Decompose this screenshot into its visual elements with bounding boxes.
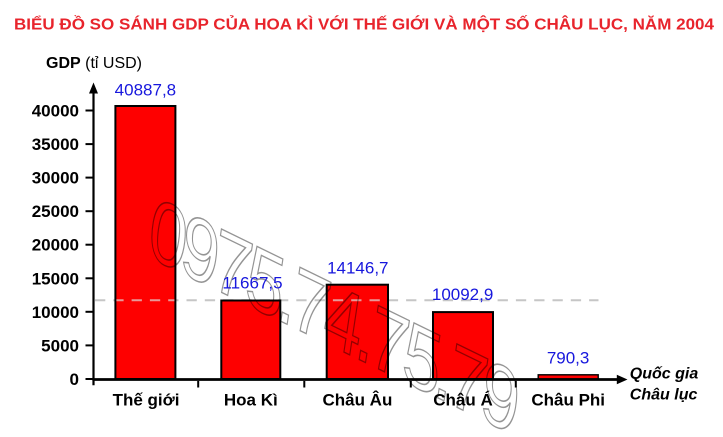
svg-text:Quốc gia: Quốc gia — [630, 366, 699, 383]
svg-text:0: 0 — [70, 370, 79, 389]
svg-text:25000: 25000 — [32, 202, 79, 221]
svg-text:40887,8: 40887,8 — [115, 81, 176, 100]
svg-text:11667,5: 11667,5 — [222, 273, 282, 292]
svg-text:Hoa Kì: Hoa Kì — [224, 390, 278, 409]
svg-text:Châu Phi: Châu Phi — [531, 390, 605, 409]
svg-text:BIỂU ĐỒ SO SÁNH GDP CỦA HOA KÌ: BIỂU ĐỒ SO SÁNH GDP CỦA HOA KÌ VỚI THẾ G… — [14, 14, 714, 34]
svg-text:35000: 35000 — [32, 135, 79, 154]
svg-text:Thế giới: Thế giới — [113, 390, 180, 409]
svg-text:GDP (tỉ USD): GDP (tỉ USD) — [46, 55, 142, 72]
svg-text:14146,7: 14146,7 — [327, 258, 388, 277]
svg-text:5000: 5000 — [41, 336, 79, 355]
svg-text:Châu lục: Châu lục — [630, 386, 698, 403]
svg-text:10000: 10000 — [32, 303, 79, 322]
svg-text:790,3: 790,3 — [547, 348, 590, 367]
svg-text:Châu Á: Châu Á — [433, 390, 493, 409]
svg-text:10092,9: 10092,9 — [432, 285, 493, 304]
svg-text:15000: 15000 — [32, 269, 79, 288]
svg-text:Châu Âu: Châu Âu — [322, 390, 392, 409]
svg-text:20000: 20000 — [32, 236, 79, 255]
svg-text:40000: 40000 — [32, 102, 79, 121]
svg-text:30000: 30000 — [32, 169, 79, 188]
